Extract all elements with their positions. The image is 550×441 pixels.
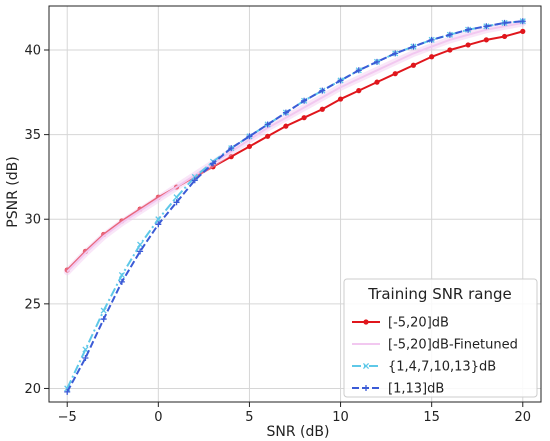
y-tick-label: 30 (24, 213, 41, 228)
data-point (410, 62, 417, 68)
legend-marker (362, 362, 370, 370)
data-point (264, 121, 271, 128)
data-point (246, 143, 253, 150)
data-point (392, 50, 399, 57)
data-point (301, 97, 308, 104)
data-point (282, 109, 289, 116)
data-point (501, 19, 508, 26)
legend-box (343, 278, 538, 398)
data-point (429, 54, 435, 60)
x-axis-label: SNR (dB) (267, 424, 330, 440)
legend-item: {1,4,7,10,13}dB (352, 360, 496, 375)
data-point (392, 71, 398, 77)
x-tick-label: 20 (515, 410, 532, 425)
legend-item: [-5,20]dB-Finetuned (352, 338, 518, 353)
legend-items: [-5,20]dB [-5,20]dB-Finetuned {1,4,7,10,13… (352, 316, 518, 397)
data-point (519, 18, 526, 25)
legend-label: [-5,20]dB (388, 316, 449, 331)
data-point (520, 28, 526, 34)
x-tick-label: 15 (423, 410, 440, 425)
data-point (265, 133, 271, 139)
data-point (283, 123, 289, 129)
x-tick-label: 5 (245, 410, 253, 425)
data-point (483, 23, 490, 30)
data-point (319, 87, 326, 94)
y-tick-label: 20 (24, 382, 41, 397)
legend-label: {1,4,7,10,13}dB (388, 360, 496, 375)
y-tick-label: 35 (24, 128, 41, 143)
data-point (447, 47, 453, 53)
data-point (191, 177, 198, 184)
legend-title: Training SNR range (367, 285, 512, 303)
data-point (64, 388, 71, 395)
data-point (410, 43, 417, 50)
x-tick-label: 0 (154, 410, 162, 425)
legend-label: [1,13]dB (388, 382, 444, 397)
data-point (100, 316, 107, 323)
data-point (465, 42, 471, 48)
series-line (66, 30, 524, 271)
ticks-group: −5 0 5 10 15 20 20 25 30 35 40 (24, 44, 531, 426)
data-point (173, 199, 180, 206)
x-tick-label: 10 (332, 410, 349, 425)
data-point (228, 154, 234, 160)
data-point (118, 278, 125, 285)
data-point (301, 115, 307, 121)
data-point (100, 307, 107, 314)
data-point (356, 88, 362, 94)
data-point (82, 346, 89, 353)
data-point (374, 79, 380, 85)
data-point (355, 67, 362, 74)
plot-frame (48, 5, 542, 403)
data-point (155, 221, 162, 228)
data-point (501, 33, 508, 40)
data-point (337, 96, 344, 102)
series-line (66, 20, 523, 393)
data-point (210, 160, 216, 167)
data-point (137, 248, 144, 255)
data-point (465, 26, 472, 33)
data-point (319, 106, 325, 112)
data-point (337, 77, 344, 84)
legend-marker (363, 319, 369, 325)
legend-item: [-5,20]dB (352, 316, 449, 331)
data-point (246, 133, 253, 140)
grid-lines (49, 6, 541, 402)
series-group (63, 18, 527, 395)
data-point (82, 355, 89, 361)
data-point (137, 241, 144, 248)
series-2 (63, 19, 527, 276)
data-point (446, 31, 453, 38)
y-tick-label: 25 (24, 297, 41, 312)
data-point (118, 272, 125, 279)
legend-marker (363, 385, 369, 391)
legend-label: [-5,20]dB-Finetuned (388, 338, 518, 353)
data-point (228, 145, 235, 152)
y-tick-label: 40 (24, 44, 41, 59)
legend-item: [1,13]dB (352, 382, 444, 397)
data-point (374, 58, 380, 65)
series-band (63, 19, 527, 276)
data-point (483, 37, 489, 43)
series-4 (64, 18, 526, 395)
x-tick-label: −5 (58, 410, 77, 425)
legend: Training SNR range [-5,20]dB [-5,20]dB-Fi… (343, 278, 538, 398)
y-axis-label: PSNR (dB) (5, 156, 21, 227)
series-line (66, 21, 523, 273)
series-1 (64, 28, 526, 273)
data-point (428, 36, 435, 43)
